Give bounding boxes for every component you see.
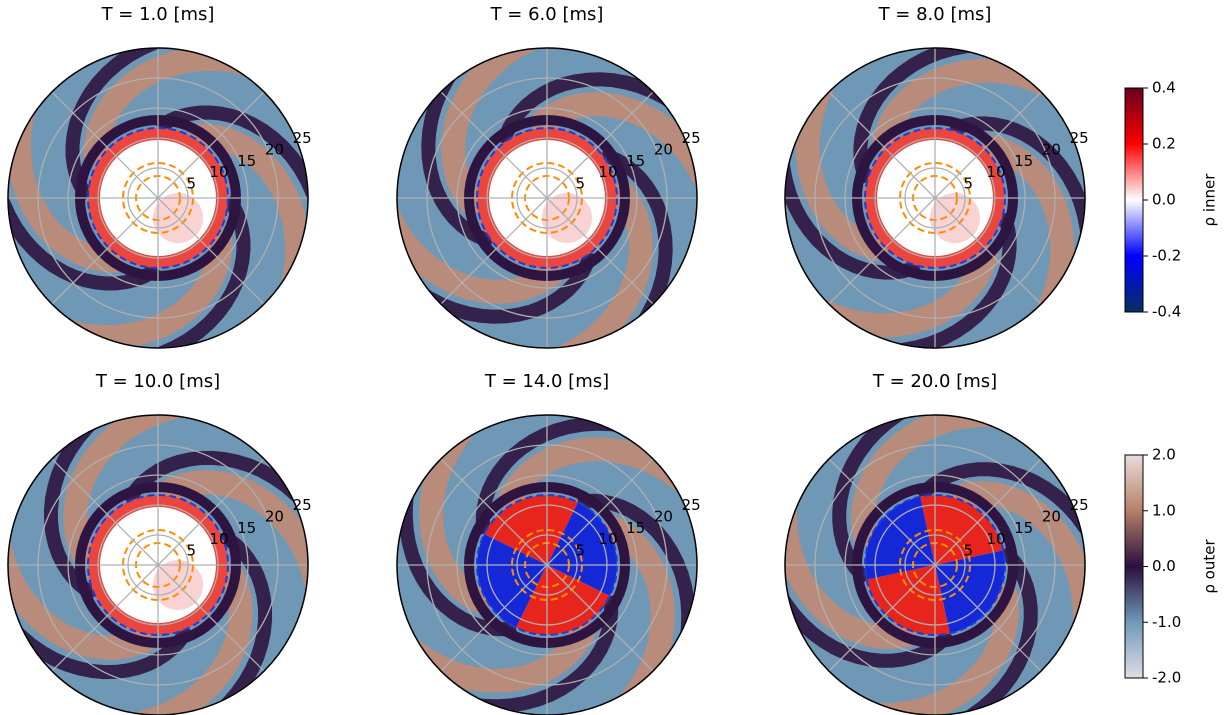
colorbar-tick-label: 1.0 bbox=[1152, 501, 1176, 519]
r-tick-label: 20 bbox=[1042, 507, 1061, 525]
r-tick-label: 20 bbox=[1042, 140, 1061, 158]
panel-title: T = 10.0 [ms] bbox=[95, 371, 220, 392]
r-tick-label: 15 bbox=[237, 152, 256, 170]
panel-title: T = 1.0 [ms] bbox=[101, 4, 215, 25]
colorbar-tick-label: -0.2 bbox=[1152, 247, 1181, 265]
r-tick-label: 20 bbox=[654, 140, 673, 158]
r-tick-label: 10 bbox=[209, 530, 228, 548]
colorbar bbox=[1125, 455, 1143, 678]
r-tick-label: 5 bbox=[186, 175, 196, 193]
colorbar-tick-label: 0.2 bbox=[1152, 135, 1176, 153]
r-tick-label: 10 bbox=[598, 530, 617, 548]
figure: T = 1.0 [ms]510152025T = 6.0 [ms]5101520… bbox=[0, 0, 1225, 715]
colorbar-tick-label: -2.0 bbox=[1152, 669, 1181, 687]
colorbar-tick-label: -0.4 bbox=[1152, 303, 1181, 321]
r-tick-label: 10 bbox=[598, 163, 617, 181]
r-tick-label: 20 bbox=[265, 140, 284, 158]
colorbar-tick-label: 0.4 bbox=[1152, 79, 1176, 97]
r-tick-label: 15 bbox=[626, 152, 645, 170]
r-tick-label: 5 bbox=[963, 175, 973, 193]
panel-title: T = 6.0 [ms] bbox=[490, 4, 604, 25]
r-tick-label: 20 bbox=[265, 507, 284, 525]
r-tick-label: 5 bbox=[575, 175, 585, 193]
r-tick-label: 15 bbox=[1014, 152, 1033, 170]
r-tick-label: 20 bbox=[654, 507, 673, 525]
r-tick-label: 10 bbox=[986, 530, 1005, 548]
colorbar bbox=[1125, 88, 1143, 312]
r-tick-label: 5 bbox=[575, 542, 585, 560]
colorbar-tick-label: 2.0 bbox=[1152, 446, 1176, 464]
colorbar-label: ρ outer bbox=[1201, 539, 1219, 594]
colorbar-tick-label: -1.0 bbox=[1152, 613, 1181, 631]
colorbar-tick-label: 0.0 bbox=[1152, 557, 1176, 575]
r-tick-label: 15 bbox=[626, 519, 645, 537]
colorbar-label: ρ inner bbox=[1201, 173, 1219, 227]
r-tick-label: 10 bbox=[209, 163, 228, 181]
panel-title: T = 20.0 [ms] bbox=[872, 371, 997, 392]
r-tick-label: 10 bbox=[986, 163, 1005, 181]
r-tick-label: 15 bbox=[1014, 519, 1033, 537]
panel-title: T = 14.0 [ms] bbox=[484, 371, 609, 392]
panel-title: T = 8.0 [ms] bbox=[878, 4, 992, 25]
colorbar-tick-label: 0.0 bbox=[1152, 191, 1176, 209]
r-tick-label: 5 bbox=[963, 542, 973, 560]
r-tick-label: 5 bbox=[186, 542, 196, 560]
r-tick-label: 15 bbox=[237, 519, 256, 537]
